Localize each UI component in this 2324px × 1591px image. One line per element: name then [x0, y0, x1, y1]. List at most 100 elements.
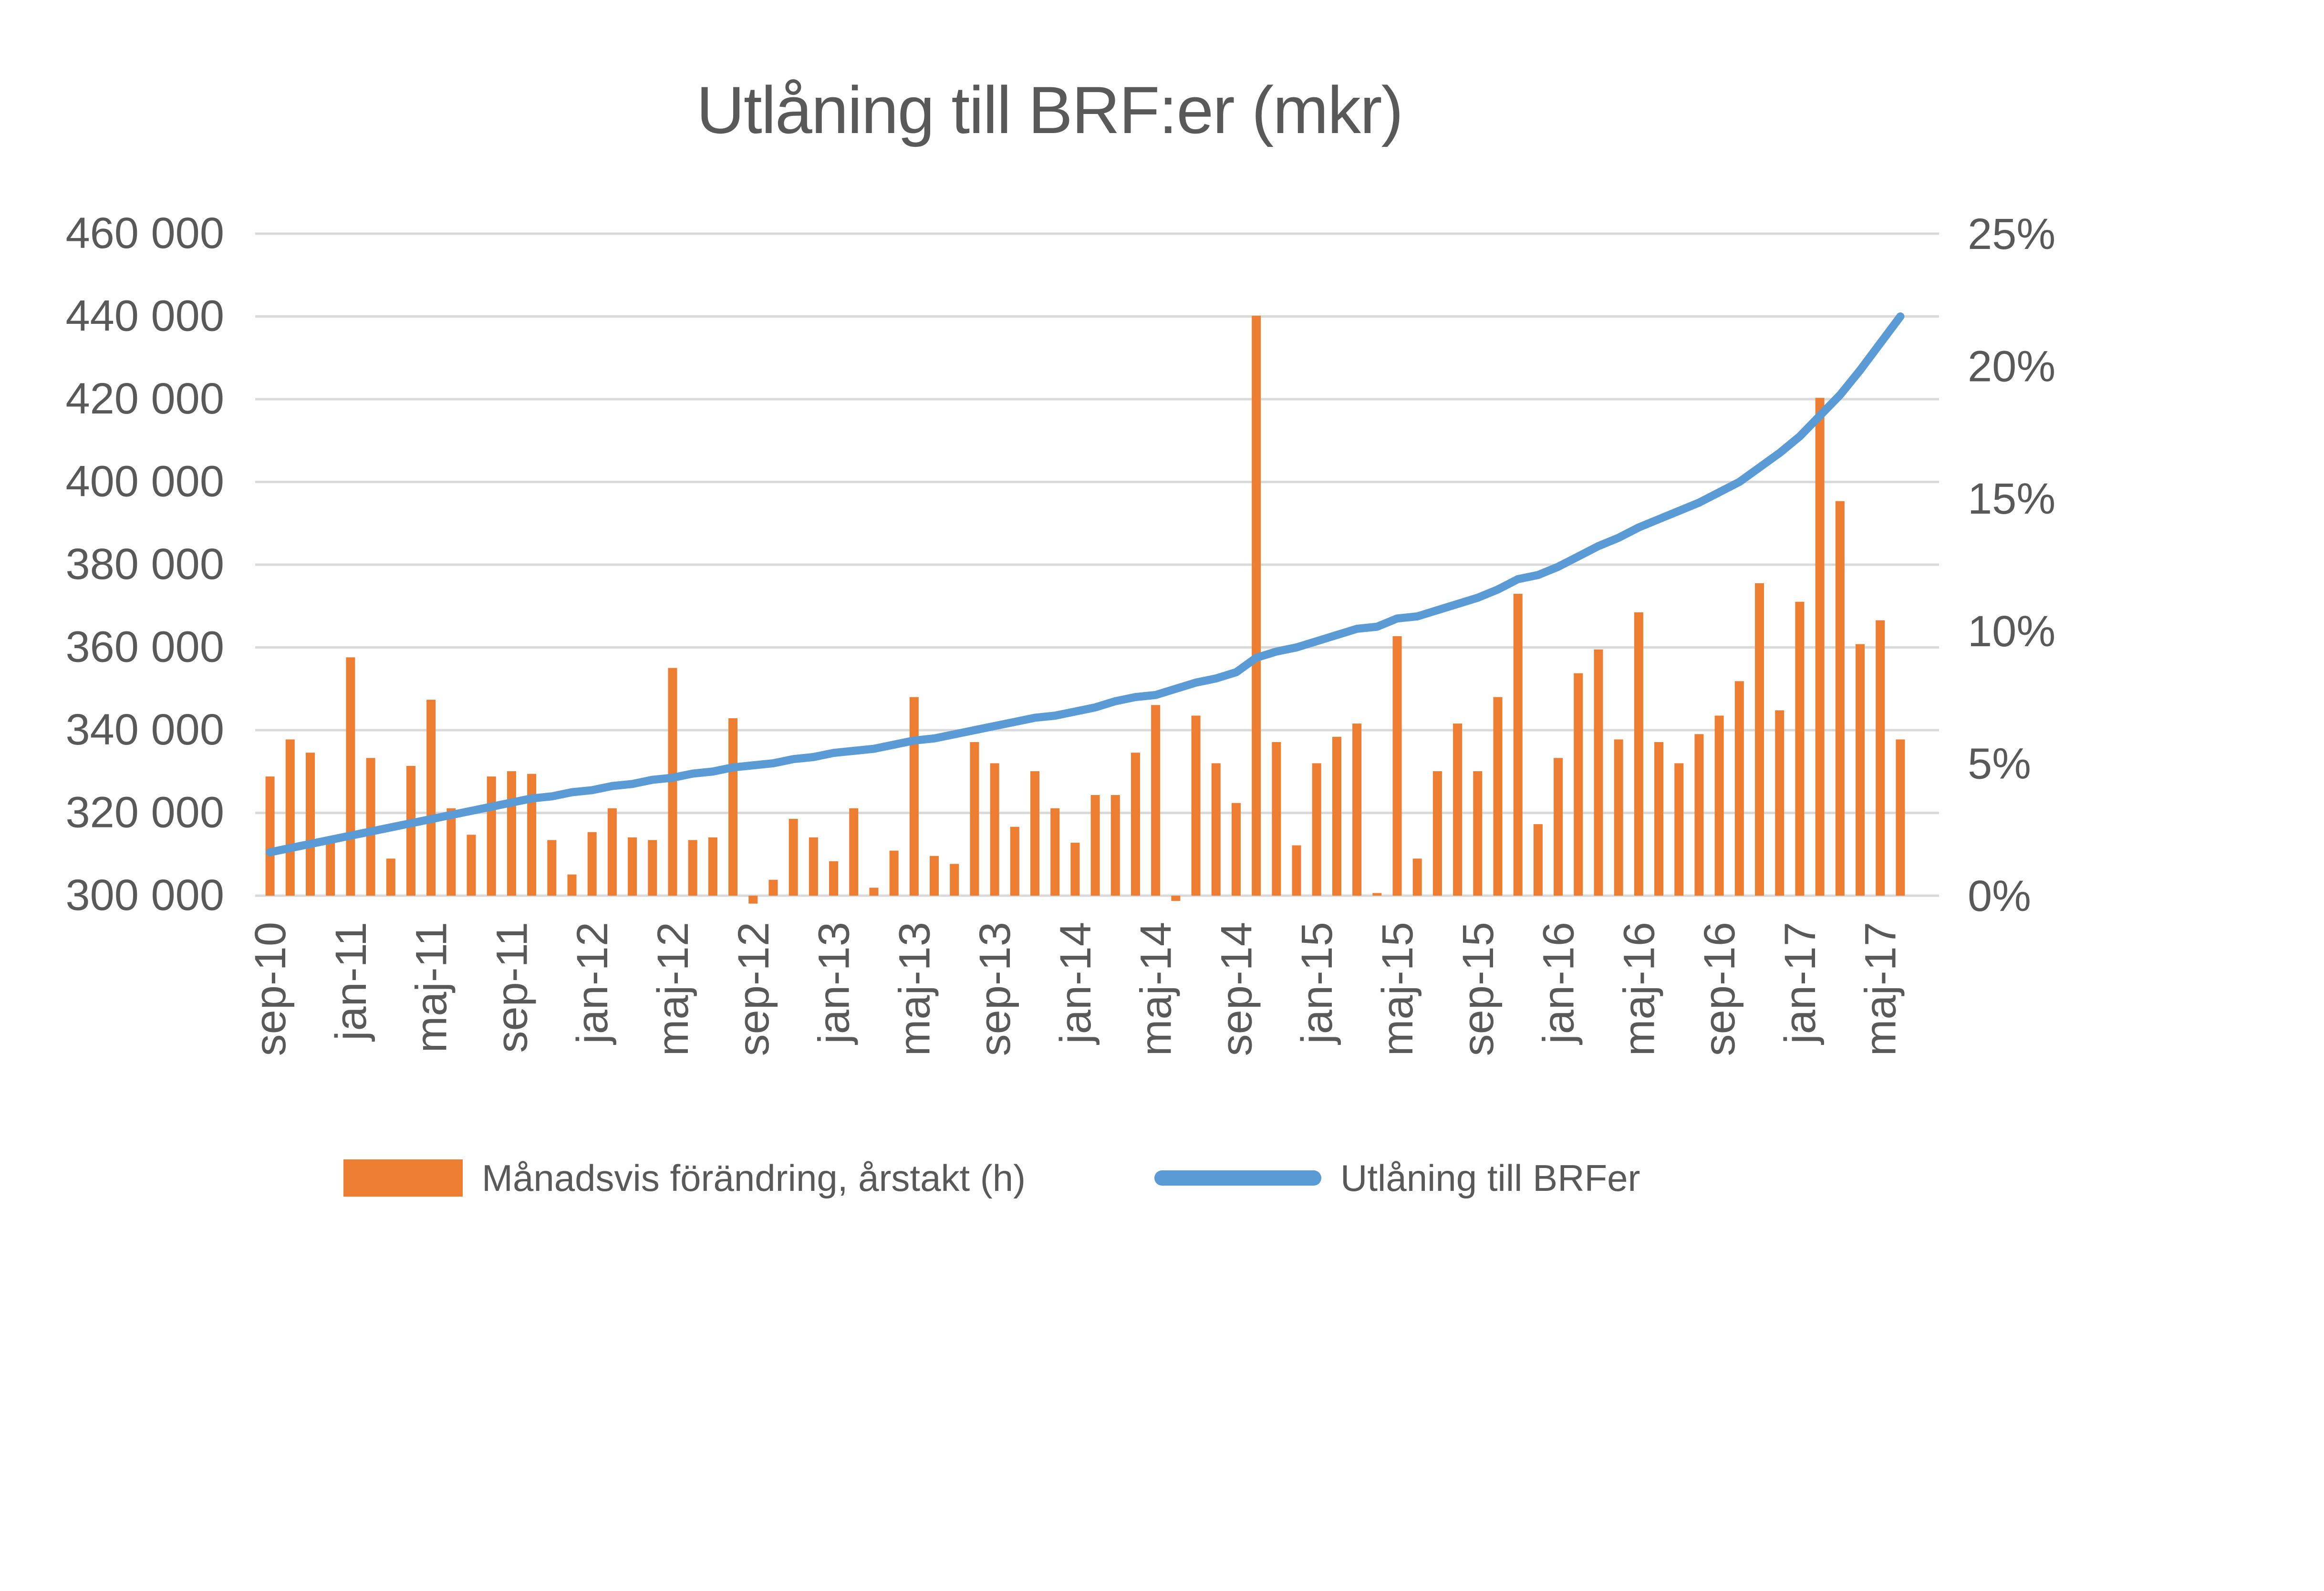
right-axis-tick-label: 0%: [1968, 872, 2031, 920]
bar-feb-17: [1815, 398, 1825, 896]
bar-sep-14: [1231, 803, 1241, 896]
left-axis-tick-label: 380 000: [65, 540, 224, 589]
bar-jan-11: [346, 657, 355, 896]
bar-dec-15: [1533, 824, 1543, 896]
bar-dec-16: [1775, 710, 1784, 896]
bar-jun-11: [446, 808, 456, 896]
x-axis-tick-label: jan-12: [568, 922, 617, 1045]
x-axis-tick-label: sep-12: [729, 922, 778, 1056]
bar-jul-15: [1432, 771, 1442, 896]
right-axis-tick-label: 15%: [1968, 475, 2055, 523]
bar-jan-17: [1795, 601, 1805, 896]
bar-maj-15: [1392, 636, 1402, 896]
bar-aug-13: [970, 742, 979, 896]
bar-okt-15: [1493, 697, 1503, 896]
bar-feb-15: [1332, 736, 1341, 896]
bar-dec-14: [1292, 845, 1301, 896]
x-axis-tick-label: sep-16: [1695, 922, 1744, 1056]
left-axis-tick-label: 440 000: [65, 292, 224, 341]
bar-jan-13: [829, 861, 839, 896]
x-axis-tick-label: jan-11: [327, 922, 375, 1042]
x-axis-tick-label: jan-16: [1535, 922, 1583, 1045]
x-axis-tick-label: maj-14: [1132, 922, 1181, 1056]
bar-dec-13: [1050, 808, 1060, 896]
legend-label-lending: Utlåning till BRFer: [1340, 1157, 1640, 1199]
legend-bar-swatch: [343, 1159, 463, 1197]
left-axis-tick-label: 420 000: [65, 374, 224, 423]
bar-sep-11: [507, 771, 516, 896]
right-axis-tick-label: 10%: [1968, 607, 2055, 656]
bar-jun-15: [1412, 858, 1422, 896]
x-axis-tick-label: maj-17: [1857, 922, 1905, 1056]
bar-feb-12: [607, 808, 617, 896]
bar-nov-12: [788, 818, 798, 896]
x-axis-tick-label: maj-11: [407, 922, 456, 1053]
bar-jun-12: [688, 840, 697, 896]
bar-mar-11: [386, 858, 395, 896]
left-axis-tick-label: 300 000: [65, 871, 224, 919]
bar-jun-13: [930, 856, 939, 896]
bar-jul-12: [708, 837, 717, 896]
bar-jan-12: [587, 832, 597, 896]
bar-apr-12: [648, 840, 657, 896]
bar-aug-11: [487, 776, 496, 896]
chart-legend: Månadsvis förändring, årstakt (h) Utlåni…: [0, 1145, 2324, 1211]
left-axis-tick-label: 360 000: [65, 623, 224, 672]
x-axis-tick-label: jan-15: [1293, 922, 1341, 1045]
right-axis-tick-label: 5%: [1968, 739, 2031, 788]
legend-line-swatch: [1154, 1170, 1321, 1186]
bar-feb-16: [1574, 673, 1583, 896]
bar-apr-13: [889, 850, 899, 896]
bar-apr-16: [1614, 739, 1623, 896]
x-axis-tick-label: maj-16: [1615, 922, 1663, 1056]
bar-mar-16: [1594, 649, 1603, 896]
line-utlaning-till-brfer: [266, 312, 1905, 857]
bar-mar-13: [869, 888, 879, 896]
bar-mar-14: [1110, 795, 1120, 896]
bar-maj-11: [426, 700, 436, 896]
bar-jul-16: [1674, 763, 1684, 896]
legend-item-lending: Utlåning till BRFer: [1154, 1145, 1640, 1211]
left-axis-tick-label: 340 000: [65, 705, 224, 754]
bar-mar-17: [1835, 501, 1845, 896]
bar-apr-17: [1856, 644, 1865, 896]
right-axis-tick-label: 20%: [1968, 342, 2055, 391]
bar-jun-17: [1896, 739, 1905, 896]
bar-jul-11: [467, 835, 476, 896]
x-axis-tick-label: sep-14: [1212, 922, 1261, 1056]
bar-aug-15: [1453, 723, 1463, 896]
x-axis-tick-label: maj-15: [1373, 922, 1422, 1056]
x-axis-tick-label: sep-13: [971, 922, 1019, 1056]
bar-sep-13: [990, 763, 999, 896]
x-axis-tick-label: sep-11: [488, 922, 536, 1053]
bar-apr-11: [406, 765, 415, 896]
bar-nov-10: [305, 753, 315, 896]
bar-nov-15: [1513, 594, 1523, 896]
bar-sep-15: [1473, 771, 1483, 896]
bar-sep-12: [748, 896, 758, 904]
bar-maj-17: [1876, 620, 1885, 896]
legend-item-monthly-change: Månadsvis förändring, årstakt (h): [343, 1145, 1026, 1211]
bar-jun-14: [1171, 896, 1181, 901]
bar-jul-13: [950, 864, 959, 896]
bar-nov-14: [1272, 742, 1281, 896]
bar-dec-12: [809, 837, 818, 896]
bar-feb-14: [1090, 795, 1100, 896]
x-axis-tick-label: maj-12: [649, 922, 697, 1056]
bar-aug-12: [728, 718, 738, 896]
x-axis-tick-label: jan-17: [1776, 922, 1825, 1045]
bar-mar-15: [1352, 723, 1362, 896]
left-axis-tick-label: 400 000: [65, 457, 224, 506]
x-axis-tick-label: jan-13: [810, 922, 859, 1045]
left-axis-tick-label: 320 000: [65, 788, 224, 837]
bar-aug-16: [1694, 734, 1704, 896]
bar-sep-10: [265, 776, 275, 896]
bar-apr-15: [1372, 893, 1382, 896]
bar-okt-12: [768, 879, 778, 896]
x-axis-tick-label: maj-13: [890, 922, 939, 1056]
bar-jan-14: [1070, 842, 1080, 896]
bar-okt-16: [1734, 681, 1744, 896]
bar-jan-15: [1312, 763, 1321, 896]
